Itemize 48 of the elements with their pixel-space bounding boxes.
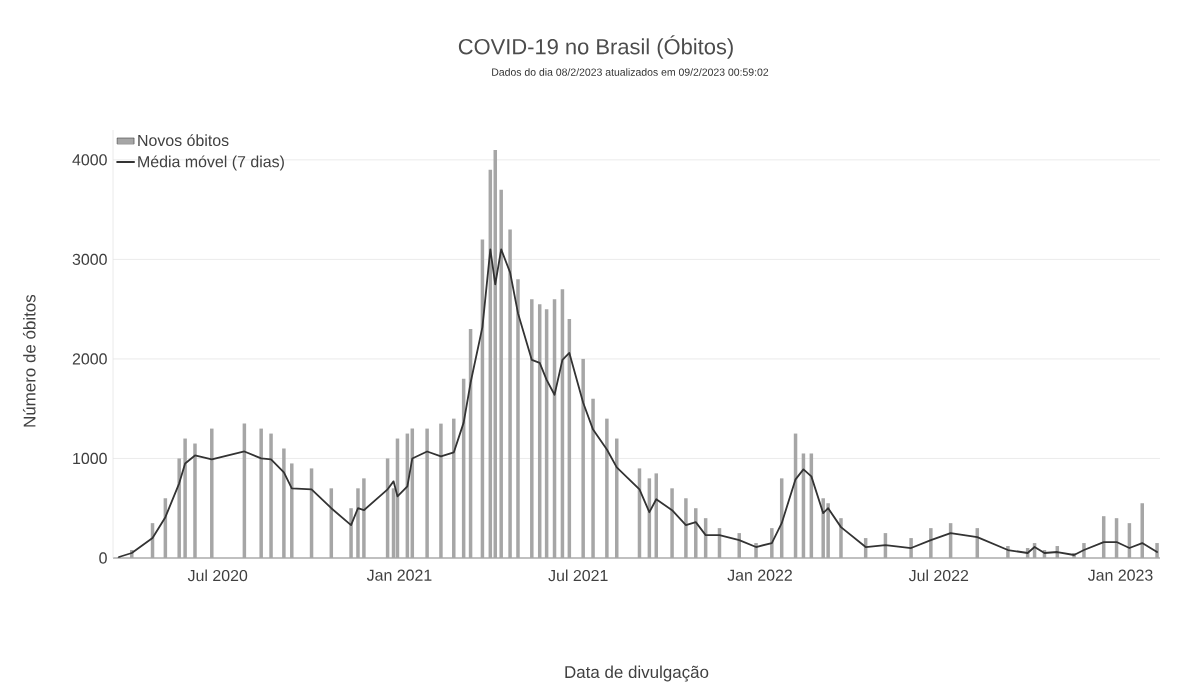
y-tick-label: 0: [99, 552, 107, 564]
bar: [770, 528, 774, 558]
bar: [737, 533, 741, 558]
bar: [177, 458, 181, 558]
bar: [615, 438, 619, 558]
bar: [193, 443, 197, 558]
x-tick-label: Jan 2021: [366, 569, 432, 581]
bar: [591, 398, 595, 558]
bar: [929, 528, 933, 558]
x-tick-label: Jan 2022: [727, 569, 792, 581]
bar: [452, 418, 456, 558]
bar: [259, 428, 263, 558]
bar: [499, 189, 503, 558]
bar: [694, 508, 698, 558]
legend-label: Novos óbitos: [138, 134, 229, 147]
bar: [839, 518, 843, 558]
bar: [605, 418, 609, 558]
bar: [349, 508, 353, 558]
bar: [269, 433, 273, 558]
bar: [581, 358, 585, 558]
bar: [684, 498, 688, 558]
bar: [516, 279, 520, 558]
chart-title: COVID-19 no Brasil (Óbitos): [458, 35, 733, 59]
x-tick-label: Jul 2021: [548, 569, 608, 582]
x-tick-label: Jan 2023: [1087, 569, 1153, 581]
bar: [282, 448, 286, 558]
y-tick-label: 4000: [72, 154, 107, 166]
bar: [670, 488, 674, 558]
bar: [356, 488, 360, 558]
y-axis-title: Número de óbitos: [22, 294, 36, 427]
bar: [183, 438, 187, 558]
bar: [439, 423, 443, 558]
bar: [530, 299, 534, 558]
chart-subtitle: Dados do dia 08/2/2023 atualizados em 09/2/2023 00:59:02: [492, 68, 769, 76]
bar: [425, 428, 429, 558]
y-tick-label: 1000: [73, 452, 107, 465]
bar: [1140, 503, 1144, 558]
x-tick-label: Jul 2020: [187, 569, 248, 582]
bar: [508, 229, 512, 558]
legend-label: Média móvel (7 dias): [138, 155, 284, 171]
bar: [362, 478, 366, 558]
x-tick-label: Jul 2022: [908, 569, 969, 582]
y-tick-label: 2000: [72, 353, 107, 365]
x-axis-title: Data de divulgação: [565, 665, 709, 682]
line-series: [118, 248, 1158, 558]
y-tick-label: 3000: [72, 253, 107, 266]
bar: [210, 428, 214, 558]
bar: [290, 463, 294, 558]
